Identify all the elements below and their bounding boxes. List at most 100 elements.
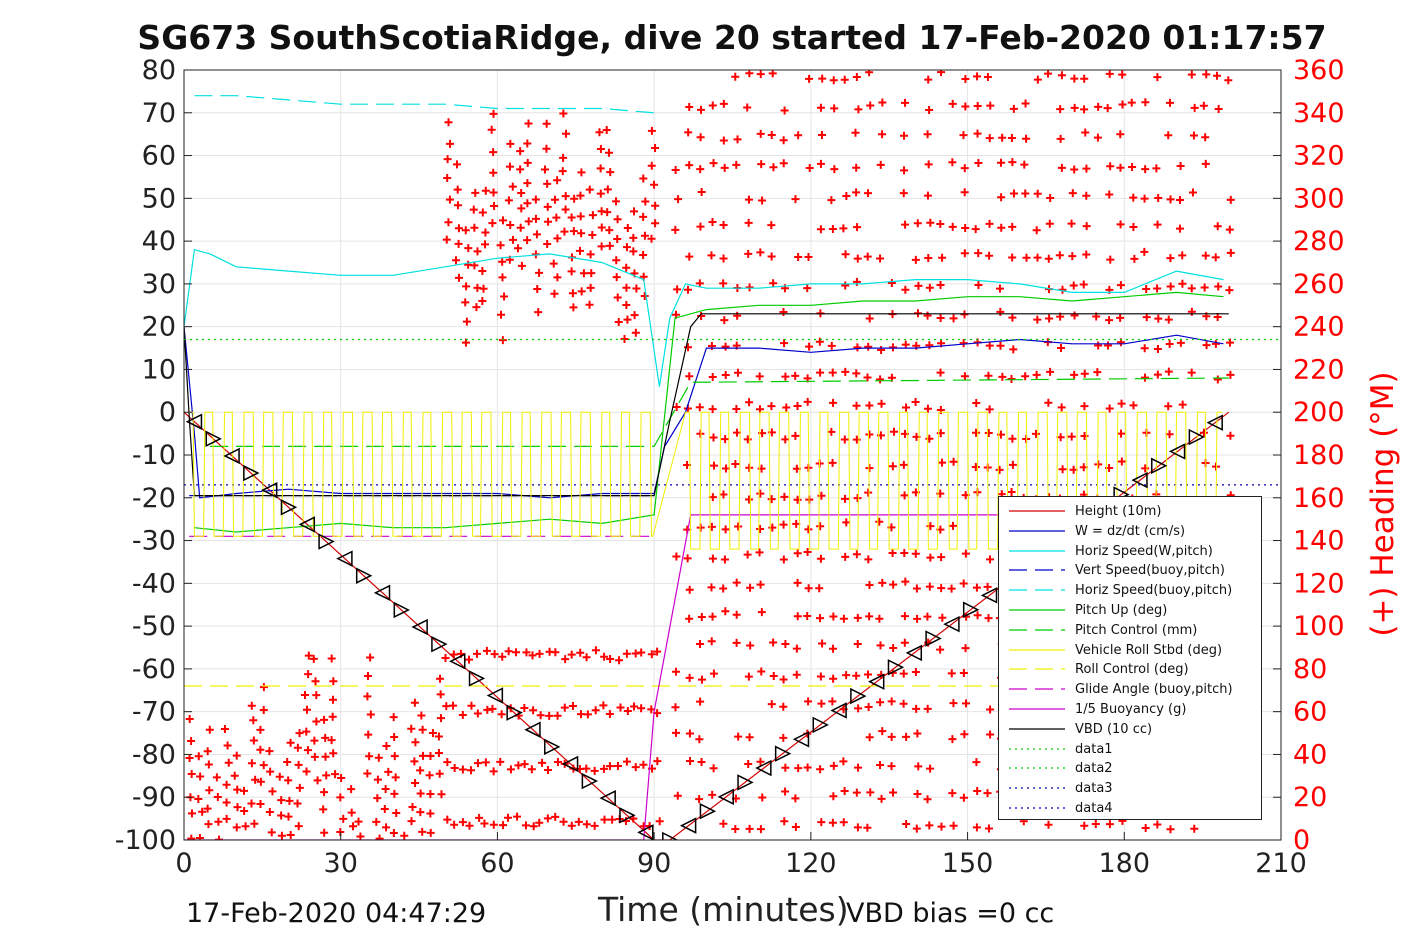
heading-marker: [671, 166, 680, 175]
legend-label: Roll Control (deg): [1075, 662, 1189, 678]
heading-marker: [1033, 189, 1042, 198]
heading-marker: [1129, 401, 1138, 410]
heading-marker: [1176, 161, 1185, 170]
heading-marker: [841, 281, 850, 290]
heading-marker: [961, 223, 970, 232]
heading-marker: [284, 812, 293, 821]
legend-item: data2: [999, 758, 1261, 778]
heading-marker: [446, 139, 455, 148]
y-left-tick-label: -60: [132, 654, 176, 685]
legend-label: data3: [1075, 781, 1113, 797]
heading-marker: [268, 787, 277, 796]
heading-marker: [1103, 104, 1112, 113]
heading-marker: [458, 818, 467, 827]
heading-marker: [779, 555, 788, 564]
heading-marker: [259, 683, 268, 692]
depth-marker: [717, 788, 734, 806]
heading-marker: [938, 613, 947, 622]
heading-marker: [887, 762, 896, 771]
heading-marker: [1079, 280, 1088, 289]
heading-marker: [816, 614, 825, 623]
heading-marker: [841, 367, 850, 376]
heading-marker: [489, 820, 498, 829]
series-line: [194, 95, 655, 114]
heading-marker: [863, 670, 872, 679]
depth-marker: [280, 499, 298, 516]
heading-marker: [852, 435, 861, 444]
heading-marker: [428, 728, 437, 737]
heading-marker: [561, 205, 570, 214]
heading-marker: [961, 644, 970, 653]
heading-marker: [829, 644, 838, 653]
heading-marker: [1008, 158, 1017, 167]
heading-marker: [839, 818, 848, 827]
heading-marker: [647, 234, 656, 243]
heading-marker: [504, 196, 513, 205]
legend: Height (10m) W = dz/dt (cm/s) Horiz Speed(…: [998, 496, 1262, 820]
heading-marker: [900, 612, 909, 621]
heading-marker: [479, 284, 488, 293]
heading-marker: [327, 736, 336, 745]
heading-marker: [302, 705, 311, 714]
depth-marker: [662, 831, 679, 840]
heading-marker: [553, 273, 562, 282]
heading-marker: [948, 222, 957, 231]
heading-marker: [241, 822, 250, 831]
heading-marker: [600, 652, 609, 661]
heading-marker: [612, 256, 621, 265]
depth-marker: [737, 774, 754, 791]
heading-marker: [973, 787, 982, 796]
heading-marker: [534, 308, 543, 317]
heading-marker: [767, 700, 776, 709]
heading-marker: [899, 699, 908, 708]
heading-marker: [914, 762, 923, 771]
heading-marker: [384, 767, 393, 776]
heading-marker: [380, 805, 389, 814]
heading-marker: [1080, 105, 1089, 114]
heading-marker: [949, 314, 958, 323]
heading-marker: [696, 105, 705, 114]
heading-marker: [900, 491, 909, 500]
heading-marker: [247, 759, 256, 768]
heading-marker: [532, 230, 541, 239]
heading-marker: [734, 732, 743, 741]
y-left-tick-label: -10: [132, 440, 176, 471]
heading-marker: [337, 774, 346, 783]
heading-marker: [745, 495, 754, 504]
heading-marker: [1094, 341, 1103, 350]
heading-marker: [1104, 341, 1113, 350]
heading-marker: [544, 217, 553, 226]
chart-title: SG673 SouthScotiaRidge, dive 20 started …: [137, 18, 1327, 57]
heading-marker: [1094, 102, 1103, 111]
heading-marker: [651, 201, 660, 210]
depth-marker: [1168, 443, 1186, 460]
heading-marker: [1058, 465, 1067, 474]
heading-marker: [815, 337, 824, 346]
heading-marker: [1188, 188, 1197, 197]
heading-marker: [467, 701, 476, 710]
heading-marker: [233, 785, 242, 794]
heading-marker: [913, 614, 922, 623]
heading-marker: [721, 607, 730, 616]
depth-marker: [619, 807, 636, 824]
heading-marker: [781, 787, 790, 796]
heading-marker: [629, 207, 638, 216]
heading-marker: [524, 217, 533, 226]
heading-marker: [840, 494, 849, 503]
heading-marker: [974, 280, 983, 289]
heading-marker: [685, 673, 694, 682]
heading-marker: [1224, 76, 1233, 85]
legend-swatch: [1009, 589, 1065, 591]
heading-marker: [647, 650, 656, 659]
y-left-tick-label: -90: [132, 782, 176, 813]
heading-marker: [878, 98, 887, 107]
heading-marker: [300, 690, 309, 699]
heading-marker: [347, 785, 356, 794]
heading-marker: [743, 435, 752, 444]
heading-marker: [925, 341, 934, 350]
heading-marker: [926, 553, 935, 562]
heading-marker: [294, 760, 303, 769]
heading-marker: [588, 211, 597, 220]
heading-marker: [444, 118, 453, 127]
depth-marker: [699, 803, 717, 820]
